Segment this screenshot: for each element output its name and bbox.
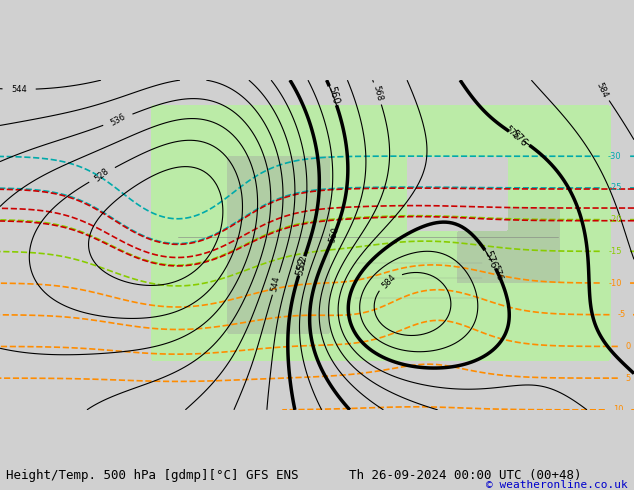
Text: 568: 568 — [372, 85, 384, 102]
Text: 544: 544 — [270, 275, 281, 293]
Text: 576: 576 — [503, 124, 521, 142]
Text: 0: 0 — [625, 342, 630, 351]
Text: 576: 576 — [482, 249, 499, 270]
Text: 584: 584 — [380, 272, 398, 290]
Text: 576: 576 — [509, 128, 529, 148]
Text: 544: 544 — [11, 85, 27, 94]
Text: 552: 552 — [295, 256, 309, 276]
Text: 560: 560 — [326, 85, 340, 106]
Text: 528: 528 — [93, 166, 111, 183]
Text: 552: 552 — [297, 254, 309, 271]
Text: 584: 584 — [595, 81, 609, 99]
Text: Th 26-09-2024 00:00 UTC (00+48): Th 26-09-2024 00:00 UTC (00+48) — [349, 469, 581, 482]
Text: -25: -25 — [608, 183, 621, 193]
Text: 576: 576 — [491, 264, 505, 282]
Text: 536: 536 — [108, 112, 127, 127]
Text: -20: -20 — [608, 215, 621, 224]
Text: -5: -5 — [617, 310, 625, 319]
Text: -30: -30 — [608, 152, 622, 161]
Text: © weatheronline.co.uk: © weatheronline.co.uk — [486, 480, 628, 490]
Text: 10: 10 — [613, 405, 623, 415]
Text: 5: 5 — [625, 374, 630, 383]
Text: Height/Temp. 500 hPa [gdmp][°C] GFS ENS: Height/Temp. 500 hPa [gdmp][°C] GFS ENS — [6, 469, 299, 482]
Text: -10: -10 — [608, 278, 622, 288]
Text: -15: -15 — [608, 247, 622, 256]
Text: 560: 560 — [328, 226, 340, 244]
